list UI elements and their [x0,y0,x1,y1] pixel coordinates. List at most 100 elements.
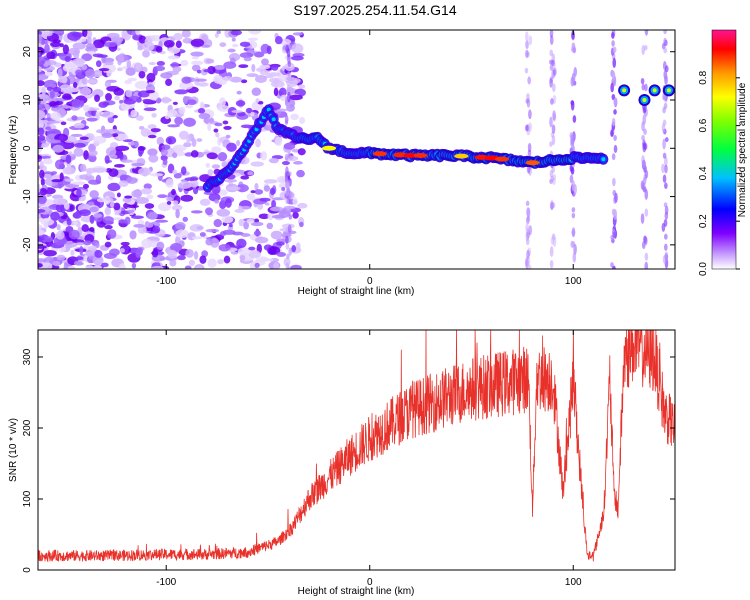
streak-blob [664,182,668,190]
noise-blob [270,80,285,88]
noise-blob [128,141,136,146]
noise-blob [135,248,142,259]
noise-blob [60,121,67,126]
noise-blob [86,169,92,177]
noise-blob [240,175,250,180]
streak-blob [570,134,574,145]
noise-blob [56,224,61,231]
noise-blob [38,33,42,44]
noise-blob [38,140,42,148]
streak-blob [642,176,647,185]
noise-blob [86,43,95,50]
streak-blob [571,179,575,191]
noise-blob [67,31,82,41]
noise-blob [191,56,199,60]
noise-blob [40,217,55,226]
noise-blob [206,152,218,160]
streak-blob [525,238,530,246]
streak-blob [526,124,530,132]
noise-blob [189,180,199,188]
noise-blob [165,136,177,145]
noise-blob [291,244,297,253]
y-tick-label: 200 [22,419,33,436]
x-tick-label: 0 [367,276,373,287]
streak-blob [644,261,649,269]
streak-blob [613,144,618,154]
noise-blob [150,128,161,133]
streak-blob [642,114,647,125]
streak-blob [571,212,576,219]
noise-blob [185,105,194,109]
noise-blob [38,66,43,73]
noise-blob [259,64,271,70]
noise-blob [196,69,202,74]
cluster-core [642,98,647,103]
streak-blob [644,208,649,217]
noise-blob [148,35,163,42]
streak-blob [287,91,291,103]
noise-blob [70,133,83,138]
noise-blob [236,139,241,146]
noise-blob [40,262,53,269]
noise-blob [293,161,303,165]
noise-blob [231,37,236,42]
streak-blob [288,190,292,199]
noise-blob [44,43,50,54]
noise-blob [41,86,47,95]
colorbar-tick-label: 0.8 [698,70,709,84]
noise-blob [79,163,87,172]
noise-blob [160,72,173,79]
noise-blob [49,41,61,48]
streak-blob [549,259,554,269]
noise-blob [222,76,233,81]
noise-blob [75,242,86,246]
noise-blob [274,36,283,45]
noise-blob [239,41,251,47]
noise-blob [266,45,272,55]
streak-blob [549,141,553,147]
noise-blob [59,84,72,93]
streak-blob [644,30,649,36]
noise-blob [264,202,270,206]
colorbar-tick-label: 0.2 [698,214,709,228]
streak-blob [527,247,531,257]
noise-blob [75,256,84,261]
noise-blob [88,154,97,163]
noise-blob [151,249,159,258]
noise-blob [271,64,279,71]
noise-blob [224,179,238,183]
noise-blob [138,167,152,176]
noise-blob [213,218,222,228]
chart-title: S197.2025.254.11.54.G14 [293,2,457,18]
y-tick-label: -20 [22,237,33,252]
noise-blob [214,199,220,204]
noise-blob [115,133,129,141]
streak-blob [664,243,668,251]
noise-blob [88,179,102,185]
streak-blob [641,159,646,169]
streak-blob [552,110,556,121]
noise-blob [52,86,62,93]
noise-blob [172,152,178,159]
noise-blob [166,200,172,205]
noise-blob [157,194,168,199]
streak-blob [613,97,618,107]
streak-blob [612,46,617,53]
noise-blob [276,241,285,246]
noise-blob [251,87,262,96]
noise-blob [76,188,82,198]
colorbar-label: Normalized spectral amplitude [737,82,748,217]
top-y-axis: -20 -10 0 10 20 [22,46,675,252]
colorbar-tick-label: 0.0 [698,262,709,276]
noise-blob [178,130,189,140]
streak-blob [286,48,291,58]
noise-blob [95,60,102,68]
noise-blobs [38,30,669,269]
noise-blob [246,193,256,201]
streak-blob [612,177,616,187]
noise-blob [138,70,146,79]
streak-blob [526,229,531,239]
streak-blob [664,233,668,240]
noise-blob [255,98,260,103]
noise-blob [160,148,168,156]
